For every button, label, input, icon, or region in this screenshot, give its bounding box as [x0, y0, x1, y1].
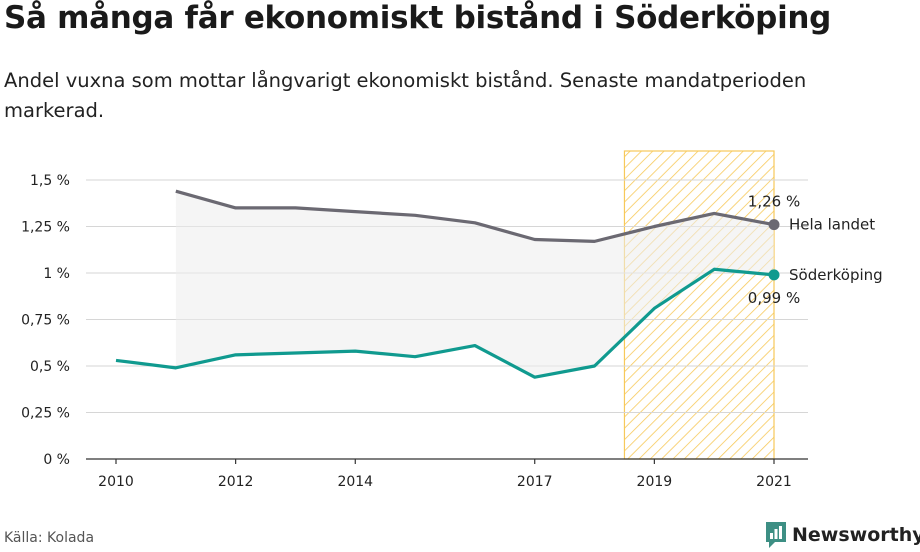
y-tick-label-4: 1 %	[43, 266, 70, 282]
series-name-label-0: Hela landet	[789, 216, 875, 234]
y-tick-label-6: 1,5 %	[30, 173, 70, 189]
chart-title: Så många får ekonomiskt bistånd i Söderk…	[4, 0, 832, 36]
gap-band	[175, 191, 774, 378]
line-chart: 0 % 0,25 % 0,5 % 0,75 % 1 % 1,25 % 1,5 % 2010 2…	[21, 150, 883, 490]
x-tick-label-5: 2021	[756, 474, 792, 490]
chart-subtitle: Andel vuxna som mottar långvarigt ekonom…	[4, 69, 807, 122]
x-tick-label-2: 2014	[337, 474, 373, 490]
brand-name: Newsworthy	[792, 524, 920, 546]
series-line-0	[175, 189, 775, 243]
y-tick-label-3: 0,75 %	[21, 313, 70, 329]
brand-logo: Newsworthy	[764, 520, 920, 550]
series-value-label-1: 0,99 %	[748, 289, 800, 307]
x-tick-label-3: 2017	[517, 474, 553, 490]
series-line-1	[115, 267, 775, 379]
y-tick-label-1: 0,25 %	[21, 406, 70, 422]
series-endpoint-1	[768, 269, 780, 281]
source-note: Källa: Kolada	[4, 530, 95, 546]
x-tick-label-1: 2012	[218, 474, 254, 490]
y-tick-label-2: 0,5 %	[30, 359, 70, 375]
series-endpoint-0	[768, 219, 780, 231]
newsworthy-logo-icon	[766, 522, 786, 548]
series-value-label-0: 1,26 %	[748, 193, 800, 211]
y-tick-label-0: 0 %	[43, 452, 70, 468]
y-tick-label-5: 1,25 %	[21, 220, 70, 236]
x-tick-label-0: 2010	[98, 474, 134, 490]
x-tick-label-4: 2019	[637, 474, 673, 490]
series-name-label-1: Söderköping	[789, 266, 883, 284]
